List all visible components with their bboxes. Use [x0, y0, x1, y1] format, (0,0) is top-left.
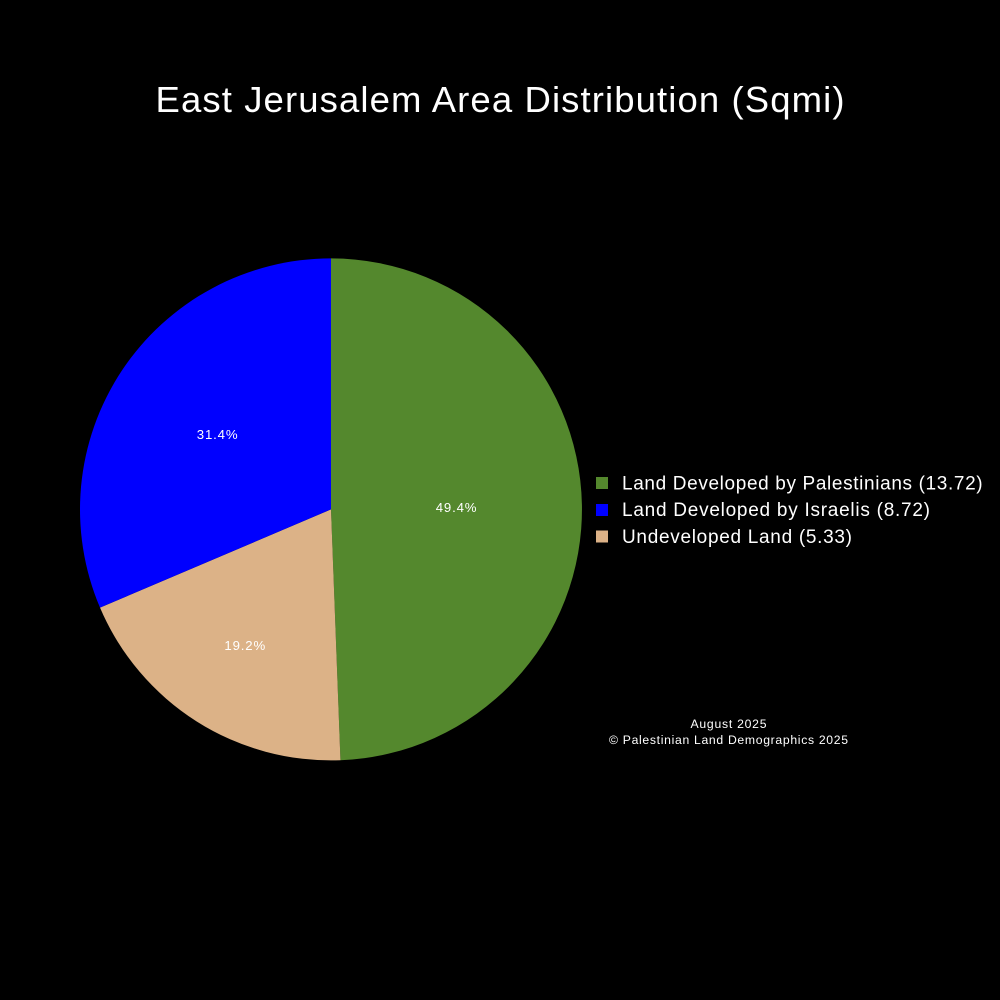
svg-text:© Palestinian Land Demographic: © Palestinian Land Demographics 2025: [609, 733, 848, 747]
svg-text:Land Developed by Palestinians: Land Developed by Palestinians (13.72): [622, 473, 983, 494]
svg-text:31.4%: 31.4%: [197, 427, 238, 442]
svg-text:Undeveloped Land (5.33): Undeveloped Land (5.33): [622, 527, 852, 548]
svg-text:19.2%: 19.2%: [224, 638, 265, 653]
svg-text:East Jerusalem Area Distributi: East Jerusalem Area Distribution (Sqmi): [156, 79, 845, 120]
svg-text:Land Developed by Israelis (8.: Land Developed by Israelis (8.72): [622, 500, 930, 521]
svg-text:August 2025: August 2025: [691, 717, 767, 731]
svg-text:49.4%: 49.4%: [436, 500, 477, 515]
